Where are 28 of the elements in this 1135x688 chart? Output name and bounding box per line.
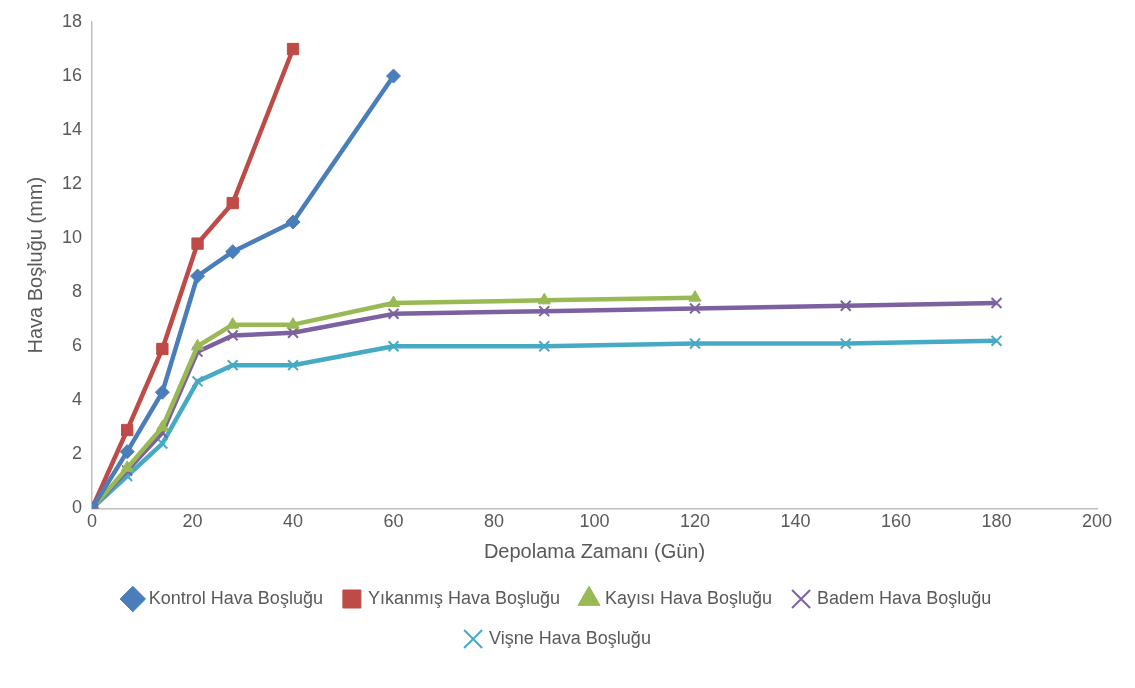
x-tick-label: 140 <box>780 511 811 532</box>
y-tick-label: 18 <box>61 10 83 31</box>
x-tick-label: 100 <box>579 511 610 532</box>
x-tick-label: 160 <box>880 511 912 532</box>
y-tick-label: 2 <box>72 443 83 464</box>
x-tick-label: 40 <box>283 511 304 532</box>
x-tick-label: 20 <box>182 511 203 532</box>
x-tick-label: 200 <box>1081 511 1113 532</box>
y-tick-label: 10 <box>61 227 83 248</box>
legend-label: Vişne Hava Boşluğu <box>489 627 651 648</box>
y-tick-label: 6 <box>72 335 83 356</box>
x-tick-label: 180 <box>981 511 1012 532</box>
x-tick-label: 0 <box>87 511 98 532</box>
y-tick-label: 14 <box>61 119 83 140</box>
y-tick-label: 8 <box>72 281 83 302</box>
legend-label: Badem Hava Boşluğu <box>817 587 992 608</box>
legend-label: Kayısı Hava Boşluğu <box>605 587 773 608</box>
x-tick-label: 60 <box>383 511 404 532</box>
y-tick-label: 0 <box>72 497 83 518</box>
legend-label: Kontrol Hava Boşluğu <box>148 587 323 608</box>
y-tick-label: 4 <box>72 389 83 410</box>
legend-label: Yıkanmış Hava Boşluğu <box>367 587 560 608</box>
y-tick-label: 12 <box>61 173 83 194</box>
x-axis-title: Depolama Zamanı (Gün) <box>483 539 706 562</box>
y-axis-title: Hava Boşluğu (mm) <box>23 176 46 354</box>
x-tick-label: 80 <box>484 511 505 532</box>
x-tick-label: 120 <box>679 511 711 532</box>
y-tick-label: 16 <box>61 65 83 86</box>
